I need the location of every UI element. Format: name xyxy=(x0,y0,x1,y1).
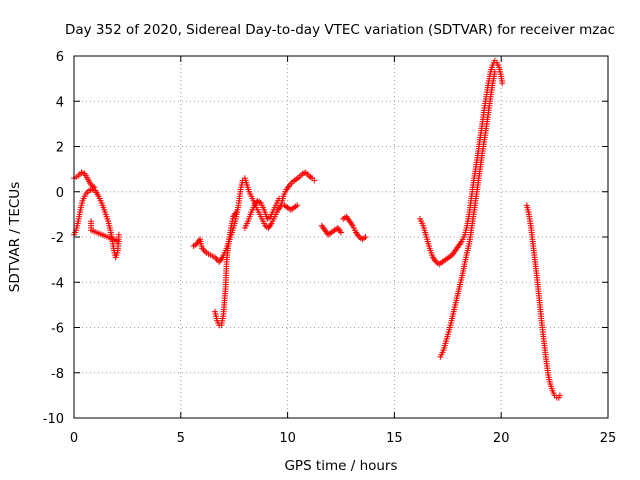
data-point xyxy=(311,177,318,184)
axis-ticks: 0 5 10 15 20 25 -10 -8 -6 -4 -2 0 2 4 6 xyxy=(43,50,617,446)
series-sat-c-dip xyxy=(211,209,240,329)
y-tick-label: -6 xyxy=(51,322,64,337)
data-points xyxy=(71,57,563,401)
series-sat-d xyxy=(241,195,283,231)
chart-title: Day 352 of 2020, Sidereal Day-to-day VTE… xyxy=(65,22,615,38)
y-axis-label: SDTVAR / TECUs xyxy=(7,182,23,292)
y-tick-label: 0 xyxy=(56,186,64,201)
series-sat-f xyxy=(318,222,344,238)
x-tick-label: 10 xyxy=(279,431,296,446)
x-tick-label: 5 xyxy=(177,431,185,446)
y-tick-label: -8 xyxy=(51,367,64,382)
grid-lines xyxy=(74,56,608,418)
y-tick-label: 4 xyxy=(56,95,64,110)
data-point xyxy=(115,231,122,238)
y-tick-label: -4 xyxy=(51,276,64,291)
data-point xyxy=(233,209,240,216)
x-tick-label: 25 xyxy=(600,431,617,446)
plot-frame xyxy=(73,55,609,419)
y-tick-label: 6 xyxy=(56,50,64,65)
x-tick-label: 20 xyxy=(493,431,510,446)
y-tick-label: -10 xyxy=(43,412,64,427)
data-point xyxy=(115,238,122,245)
y-tick-label: 2 xyxy=(56,141,64,156)
data-point xyxy=(338,229,344,236)
series-sat-g xyxy=(340,213,369,243)
data-point xyxy=(556,392,563,399)
x-axis-label: GPS time / hours xyxy=(284,458,397,474)
data-point xyxy=(499,80,506,87)
data-point xyxy=(362,234,369,240)
series-sat-i xyxy=(523,202,563,401)
series-sat-e xyxy=(278,169,318,209)
x-tick-label: 15 xyxy=(386,431,403,446)
y-tick-label: -2 xyxy=(51,231,64,246)
series-sat-b-extra xyxy=(88,218,122,245)
data-point xyxy=(491,68,498,75)
data-point xyxy=(294,202,301,209)
x-tick-label: 0 xyxy=(70,431,78,446)
series-sat-h-lower xyxy=(437,68,498,360)
